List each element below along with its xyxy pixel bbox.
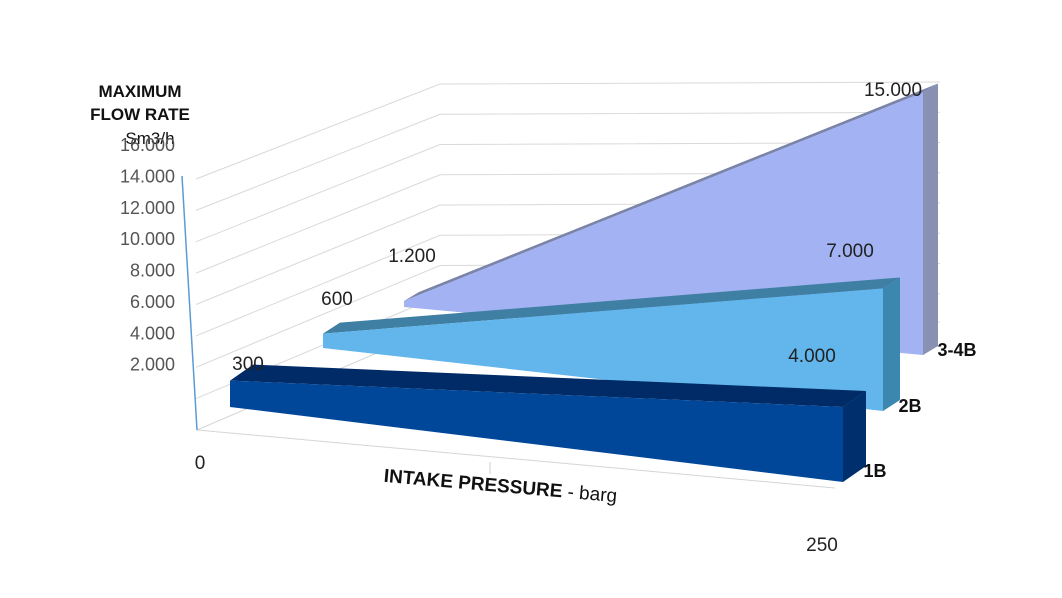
y-axis-title-unit: Sm3/h <box>125 129 174 148</box>
y-tick-label: 12.000 <box>120 198 175 218</box>
x-tick-label-250: 250 <box>806 535 838 556</box>
y-axis-title-line-2: FLOW RATE <box>90 105 190 124</box>
y-tick-label: 4.000 <box>130 323 175 343</box>
series-layer <box>230 83 938 482</box>
series-2B-wedge <box>323 277 900 411</box>
y-tick-label: 2.000 <box>130 355 175 375</box>
gridline <box>195 142 941 243</box>
y-axis-line <box>181 175 198 431</box>
x-axis-title-unit: - barg <box>561 481 618 507</box>
series-2B-side-face <box>883 277 900 411</box>
x-axis-title: INTAKE PRESSURE - barg <box>383 466 618 507</box>
data-label-3-4B-start: 1.200 <box>388 246 436 267</box>
series-1B-side-face <box>843 391 866 482</box>
y-tick-label: 10.000 <box>120 229 175 249</box>
series-2B-front-face <box>323 288 883 411</box>
series-label-2B: 2B <box>898 396 921 416</box>
data-label-2B-end: 7.000 <box>826 241 874 262</box>
series-1B-front-face <box>230 380 843 482</box>
series-2B-top-face <box>323 277 900 334</box>
y-tick-label: 6.000 <box>130 292 175 312</box>
series-1B-top-face <box>230 364 866 407</box>
series-label-3-4B: 3-4B <box>937 340 976 360</box>
x-tick-label-0: 0 <box>195 453 206 474</box>
y-tick-label: 16.000 <box>120 135 175 155</box>
gridline <box>195 111 941 211</box>
series-3-4B-side-face <box>923 83 938 355</box>
series-3-4B-top-face <box>404 83 938 301</box>
y-tick-label: 8.000 <box>130 261 175 281</box>
data-label-1B-end: 4.000 <box>788 346 836 367</box>
series-1B-wedge <box>230 364 866 482</box>
floor-front-edge <box>196 429 836 489</box>
gridline <box>195 81 941 180</box>
data-label-3-4B-end: 15.000 <box>864 80 922 101</box>
data-label-2B-start: 600 <box>321 289 353 310</box>
y-tick-label: 14.000 <box>120 166 175 186</box>
x-axis-title-main: INTAKE PRESSURE <box>383 466 563 503</box>
y-axis-title-line-1: MAXIMUM <box>98 82 181 101</box>
data-label-1B-start: 300 <box>232 354 264 375</box>
series-label-1B: 1B <box>863 461 886 481</box>
